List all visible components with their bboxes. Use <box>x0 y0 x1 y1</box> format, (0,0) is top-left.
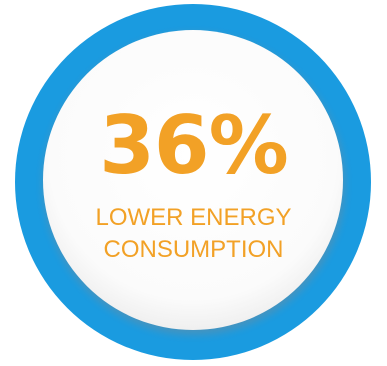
stat-label-line2: CONSUMPTION <box>103 236 284 263</box>
stat-label-line1: LOWER ENERGY <box>95 204 292 231</box>
inner-disc <box>43 30 343 330</box>
stat-percentage: 36% <box>99 99 288 192</box>
